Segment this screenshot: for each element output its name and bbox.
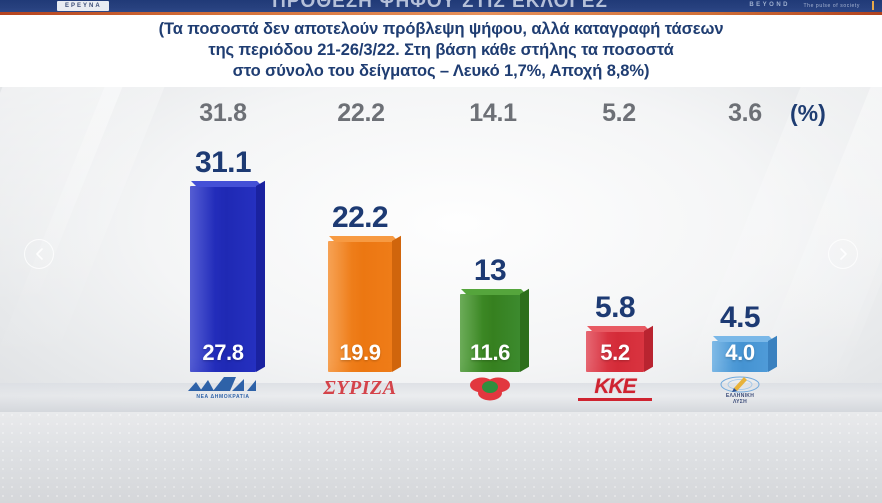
elliniki-lysi-emblem-icon [720,376,760,393]
header-divider-rule [0,12,882,15]
party-logo-nd: ΝΕΑ ΔΗΜΟΚΡΑΤΙΑ [168,376,278,408]
pasok-sun-icon [470,377,510,401]
bar-value-elliniki-lysi: 4.5 [720,301,761,334]
page-background-bottom [0,412,882,503]
nd-emblem-icon [188,377,256,391]
bar-value-syriza: 22.2 [332,201,389,234]
pollster-logo: BEYOND [749,2,790,8]
header-accent-mark [872,1,874,10]
bar-side-face [392,235,401,372]
broadcast-title: ΠΡΟΘΕΣΗ ΨΗΦΟΥ ΣΤΙΣ ΕΚΛΟΓΕΣ [272,0,608,12]
chevron-right-icon [839,248,847,260]
bar-group-elliniki-lysi[interactable]: 4.5 4.0 ΕΛΛΗΝΙΚΗ ΛΥΣΗ [712,301,777,405]
previous-value-kke: 5.2 [602,99,636,127]
carousel-next-button[interactable] [828,239,858,269]
bar-nd[interactable]: 27.8 [190,180,265,372]
bar-top-face [461,289,527,295]
caption-line-3: στο σύνολο του δείγματος – Λευκό 1,7%, Α… [232,62,650,80]
bar-group-nd[interactable]: 31.1 27.8 ΝΕΑ ΔΗΜΟΚΡΑΤΙΑ [188,146,265,400]
bar-base-value-elliniki-lysi: 4.0 [725,340,755,365]
bar-syriza[interactable]: 19.9 [328,235,401,372]
chevron-left-icon [35,248,43,260]
bar-side-face [520,288,529,372]
carousel-prev-button[interactable] [24,239,54,269]
previous-value-pasok: 14.1 [469,99,517,127]
bar-top-face [329,236,399,242]
caption-line-2: της περιόδου 21-26/3/22. Στη βάση κάθε σ… [208,41,674,59]
party-logo-syriza: ΣΥΡΙΖΑ [305,376,415,408]
party-logo-elliniki-lysi: ΕΛΛΗΝΙΚΗ ΛΥΣΗ [685,376,795,408]
bar-base-value-nd: 27.8 [202,340,244,365]
bar-value-kke: 5.8 [595,291,636,324]
pollster-tagline: The pulse of society [803,2,860,9]
caption-line-1: (Τα ποσοστά δεν αποτελούν πρόβλεψη ψήφου… [158,20,724,38]
bar-value-nd: 31.1 [195,146,252,179]
bar-group-syriza[interactable]: 22.2 19.9 ΣΥΡΙΖΑ [323,201,401,399]
previous-values-row: 31.8 22.2 14.1 5.2 3.6 (%) [0,99,882,133]
syriza-logo-text: ΣΥΡΙΖΑ [323,377,397,399]
bar-top-face [587,326,651,332]
previous-value-nd: 31.8 [199,99,247,127]
nd-logo-text: ΝΕΑ ΔΗΜΟΚΡΑΤΙΑ [196,394,250,400]
bar-base-value-pasok: 11.6 [469,340,510,365]
bar-value-pasok: 13 [473,254,507,287]
channel-chip: ΕΡΕΥΝΑ [57,1,109,11]
broadcast-header-bar: ΕΡΕΥΝΑ ΠΡΟΘΕΣΗ ΨΗΦΟΥ ΣΤΙΣ ΕΚΛΟΓΕΣ BEYOND… [0,0,882,12]
bar-base-value-kke: 5.2 [600,340,630,365]
bar-pasok[interactable]: 11.6 [460,288,529,372]
bar-kke[interactable]: 5.2 [586,325,653,372]
chart-stage: 31.8 22.2 14.1 5.2 3.6 (%) 31.1 27.8 [0,87,882,412]
bar-top-face [191,181,263,187]
party-logo-pasok [435,376,545,408]
bar-group-kke[interactable]: 5.8 5.2 ΚΚΕ [578,291,653,401]
kke-logo-underline [578,398,652,401]
bar-elliniki-lysi[interactable]: 4.0 [712,335,777,372]
unit-label: (%) [790,100,826,126]
kke-logo-text: ΚΚΕ [594,375,636,398]
elliniki-lysi-logo-line-1: ΕΛΛΗΝΙΚΗ [725,393,755,399]
bar-base-value-syriza: 19.9 [339,340,381,365]
caption-block: (Τα ποσοστά δεν αποτελούν πρόβλεψη ψήφου… [0,15,882,87]
party-logo-kke: ΚΚΕ [560,376,670,408]
bar-group-pasok[interactable]: 13 11.6 [460,254,529,401]
bar-side-face [768,335,777,372]
previous-value-el: 3.6 [728,99,762,127]
previous-value-syriza: 22.2 [337,99,385,127]
elliniki-lysi-logo-line-2: ΛΥΣΗ [732,399,748,405]
bar-side-face [256,180,265,372]
bar-side-face [644,325,653,372]
